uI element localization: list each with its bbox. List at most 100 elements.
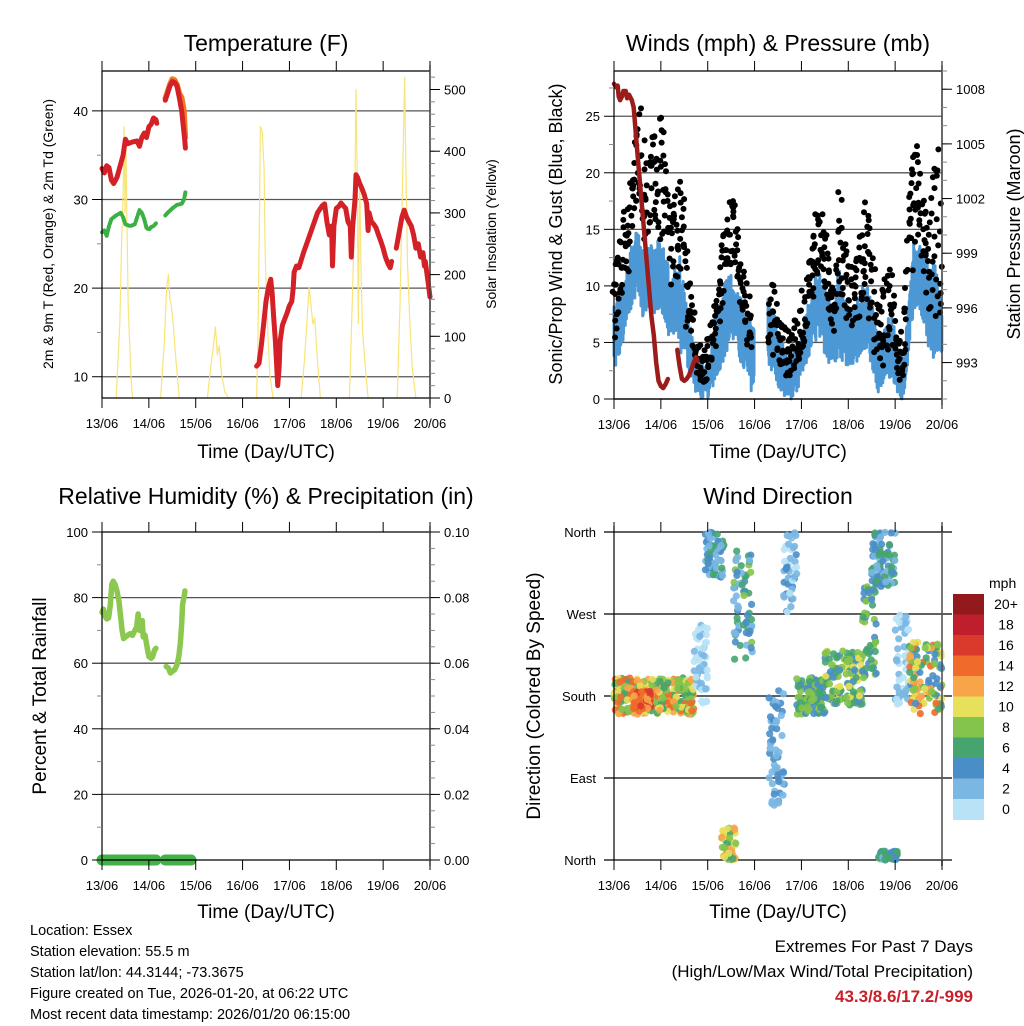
gust-point [742, 292, 748, 299]
wind-direction-point [717, 542, 725, 550]
wind-direction-point [859, 674, 868, 682]
wind-direction-point [778, 732, 786, 740]
gust-point [915, 180, 922, 187]
gust-point [880, 289, 887, 296]
wind-direction-point [692, 654, 700, 662]
extremes-values: 43.3/8.6/17.2/-999 [834, 987, 973, 1006]
gust-point [861, 209, 867, 216]
gust-point [779, 349, 786, 356]
solar-y2-tick-label: 300 [444, 206, 466, 221]
gust-point [839, 291, 846, 298]
wind-direction-point [882, 550, 890, 558]
wind-direction-y-tick-label: East [570, 771, 596, 786]
wind-direction-point [729, 855, 737, 863]
colorbar-label: 18 [998, 617, 1014, 633]
wind-direction-point [747, 551, 755, 559]
gust-point [663, 168, 669, 175]
wind-direction-point [806, 688, 814, 696]
gust-point [823, 232, 830, 239]
gust-point [712, 302, 719, 309]
wind-direction-point [910, 674, 918, 682]
wind-direction-point [731, 638, 740, 646]
wind-direction-point [747, 615, 756, 624]
gust-point [851, 304, 858, 311]
wind-direction-points [610, 528, 946, 864]
gust-point [810, 233, 817, 240]
wind-direction-point [906, 663, 914, 671]
pressure-y2-tick-label: 1005 [956, 137, 985, 152]
wind-direction-point [849, 688, 858, 696]
temperature-series [99, 76, 433, 389]
wind-direction-point [893, 683, 901, 691]
wind-direction-point [918, 692, 926, 700]
pressure-line [611, 81, 671, 391]
wind-direction-point [773, 764, 781, 772]
gust-point [925, 245, 932, 252]
winds-x-tick-label: 15/06 [691, 417, 724, 432]
gust-point [833, 305, 840, 312]
wind-direction-point [857, 661, 865, 669]
gust-point [680, 205, 687, 212]
wind-direction-point [793, 675, 801, 683]
gust-point [681, 243, 688, 250]
gust-point [900, 372, 906, 379]
solar-line [115, 125, 134, 399]
gust-point [667, 224, 674, 231]
colorbar-swatch [953, 614, 984, 636]
wind-direction-x-tick-label: 16/06 [738, 878, 771, 893]
gust-point [931, 233, 938, 240]
wind-direction-point [623, 696, 631, 704]
gust-point [717, 264, 724, 271]
gust-point [898, 328, 905, 335]
colorbar-swatch [953, 635, 984, 656]
wind-direction-point [696, 632, 704, 640]
wind-direction-point [648, 675, 657, 683]
wind-direction-point [704, 529, 712, 538]
gust-point [734, 247, 741, 254]
gust-point [724, 255, 731, 262]
wind-direction-point [703, 674, 711, 682]
gust-point [922, 208, 929, 215]
wind-direction-point [656, 706, 664, 714]
gust-point [846, 306, 853, 313]
gust-point [655, 219, 662, 226]
gust-point [831, 327, 837, 334]
wind-direction-x-tick-label: 19/06 [879, 878, 912, 893]
colorbar-label: 8 [1002, 719, 1010, 735]
colorbar-label: 6 [1002, 740, 1010, 756]
gust-point [744, 341, 751, 348]
wind-direction-point [713, 530, 721, 538]
wind-direction-point [899, 674, 907, 682]
gust-point [631, 205, 638, 212]
temperature-x-tick-label: 13/06 [86, 416, 119, 431]
gust-point [674, 227, 681, 234]
gust-point [740, 273, 747, 280]
gust-point [861, 243, 868, 250]
gust-point [906, 220, 913, 227]
gust-point [712, 330, 719, 337]
wind-direction-point [745, 556, 754, 565]
gust-point [861, 260, 868, 267]
precip-y2-tick-label: 0.04 [444, 722, 469, 737]
wind-direction-point [889, 568, 897, 577]
winds-y-tick-label: 20 [586, 166, 600, 181]
gust-point [825, 255, 832, 262]
wind-direction-point [775, 777, 783, 786]
gust-point [647, 153, 654, 160]
wind-direction-point [742, 619, 750, 627]
gust-point [866, 251, 873, 257]
humidity-x-tick-label: 17/06 [273, 878, 306, 893]
gust-point [687, 280, 694, 287]
wind-direction-point [730, 597, 738, 605]
wind-direction-point [732, 630, 740, 638]
gust-point [916, 217, 923, 224]
wind-direction-point [698, 697, 706, 705]
gust-point [731, 252, 738, 259]
wind-direction-point [912, 664, 920, 672]
wind-direction-point [868, 595, 876, 604]
wind-direction-point [703, 624, 712, 633]
gust-point [765, 301, 772, 307]
gust-point [829, 320, 835, 327]
wind-direction-point [714, 556, 722, 564]
gust-point [657, 157, 664, 164]
